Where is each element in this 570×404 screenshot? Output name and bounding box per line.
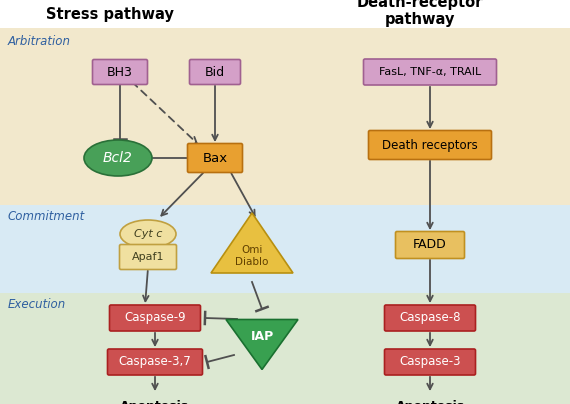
Polygon shape (226, 320, 298, 370)
Text: IAP: IAP (250, 330, 274, 343)
FancyBboxPatch shape (368, 130, 491, 160)
Bar (0, 205, 570, 293)
FancyBboxPatch shape (189, 59, 241, 84)
Text: Arbitration: Arbitration (8, 35, 71, 48)
Text: FasL, TNF-α, TRAIL: FasL, TNF-α, TRAIL (379, 67, 481, 77)
FancyBboxPatch shape (188, 143, 242, 173)
FancyBboxPatch shape (396, 231, 465, 259)
Ellipse shape (84, 140, 152, 176)
Text: Execution: Execution (8, 298, 66, 311)
FancyBboxPatch shape (108, 349, 202, 375)
Text: Omi
Diablo: Omi Diablo (235, 245, 268, 267)
Text: Stress pathway: Stress pathway (46, 6, 174, 21)
Text: BH3: BH3 (107, 65, 133, 78)
FancyBboxPatch shape (385, 305, 475, 331)
Text: Death receptors: Death receptors (382, 139, 478, 152)
Text: Apaf1: Apaf1 (132, 252, 164, 262)
FancyBboxPatch shape (109, 305, 201, 331)
FancyBboxPatch shape (120, 244, 177, 269)
Text: Caspase-3,7: Caspase-3,7 (119, 356, 192, 368)
Text: Bid: Bid (205, 65, 225, 78)
Text: Death-receptor
pathway: Death-receptor pathway (357, 0, 483, 27)
FancyBboxPatch shape (364, 59, 496, 85)
Text: Cyt c: Cyt c (134, 229, 162, 239)
Text: Apoptosis: Apoptosis (396, 400, 465, 404)
FancyBboxPatch shape (92, 59, 148, 84)
Text: Caspase-9: Caspase-9 (124, 311, 186, 324)
Polygon shape (211, 213, 293, 273)
Text: Bcl2: Bcl2 (103, 151, 133, 165)
Text: Caspase-8: Caspase-8 (399, 311, 461, 324)
Text: Bax: Bax (202, 152, 227, 164)
Bar (0, 28, 570, 205)
Bar (0, 293, 570, 404)
Text: Commitment: Commitment (8, 210, 86, 223)
FancyBboxPatch shape (385, 349, 475, 375)
Text: FADD: FADD (413, 238, 447, 252)
Text: Caspase-3: Caspase-3 (399, 356, 461, 368)
Ellipse shape (120, 220, 176, 248)
Text: Apoptosis: Apoptosis (120, 400, 190, 404)
